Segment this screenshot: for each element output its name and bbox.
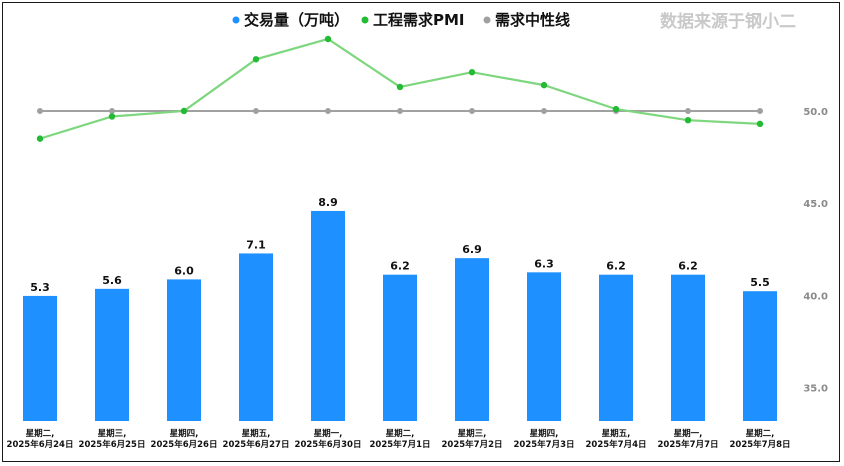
x-tick-date: 2025年7月3日 <box>514 439 575 450</box>
x-tick-date: 2025年7月1日 <box>370 439 431 450</box>
volume-bar <box>599 274 633 421</box>
x-tick-weekday: 星期三, <box>98 428 127 439</box>
volume-bar-label: 6.2 <box>606 260 626 273</box>
x-tick-date: 2025年6月24日 <box>7 439 74 450</box>
volume-bar-label: 6.2 <box>678 260 698 273</box>
x-tick-date: 2025年6月25日 <box>79 439 146 450</box>
x-axis: 星期二,2025年6月24日星期三,2025年6月25日星期四,2025年6月2… <box>7 428 791 450</box>
pmi-point <box>252 56 260 63</box>
x-tick-date: 2025年6月27日 <box>223 439 290 450</box>
neutral-point <box>37 107 43 114</box>
neutral-point <box>253 107 259 114</box>
volume-bar <box>311 210 345 421</box>
neutral-point <box>757 107 763 114</box>
neutral-point <box>397 107 403 114</box>
volume-bar-label: 5.6 <box>102 274 122 287</box>
neutral-point <box>469 107 475 114</box>
legend-label-neutral: 需求中性线 <box>495 11 570 29</box>
legend: 交易量（万吨） 工程需求PMI 需求中性线 <box>232 11 570 29</box>
pmi-line-layer <box>36 35 764 142</box>
volume-bar <box>671 274 705 421</box>
y-tick-label: 50.0 <box>803 107 828 118</box>
pmi-point <box>180 107 188 115</box>
volume-bar <box>95 288 129 421</box>
volume-bar <box>743 291 777 421</box>
volume-bar <box>455 258 489 421</box>
volume-bar <box>527 272 561 421</box>
volume-bar-label: 5.5 <box>750 276 770 289</box>
x-tick-weekday: 星期二, <box>26 428 55 439</box>
pmi-point <box>684 116 692 124</box>
pmi-point <box>540 81 548 89</box>
volume-bar-label: 5.3 <box>30 281 50 294</box>
x-tick-weekday: 星期五, <box>602 428 631 439</box>
neutral-line-layer <box>37 107 763 114</box>
legend-swatch-volume <box>232 16 240 24</box>
right-y-axis: 50.0 45.0 40.0 35.0 <box>803 107 828 395</box>
volume-bar <box>383 274 417 421</box>
pmi-point <box>36 135 44 142</box>
x-tick-date: 2025年7月7日 <box>658 439 719 450</box>
x-tick-date: 2025年6月30日 <box>295 439 362 450</box>
x-tick-weekday: 星期四, <box>170 428 199 439</box>
pmi-point <box>468 69 476 76</box>
x-tick-weekday: 星期三, <box>458 428 487 439</box>
volume-bar <box>167 279 201 421</box>
volume-bar-label: 8.9 <box>318 196 338 209</box>
volume-bar-label: 6.2 <box>390 260 410 273</box>
x-tick-weekday: 星期一, <box>674 428 703 439</box>
legend-swatch-neutral <box>483 16 491 24</box>
x-tick-weekday: 星期一, <box>314 428 343 439</box>
volume-bar-label: 6.0 <box>174 264 194 277</box>
volume-bar <box>23 295 57 421</box>
volume-bar-label: 6.3 <box>534 257 554 270</box>
pmi-point <box>108 113 116 120</box>
source-note: 数据来源于钢小二 <box>660 11 796 32</box>
neutral-point <box>109 107 115 114</box>
x-tick-date: 2025年7月4日 <box>586 439 647 450</box>
bars-layer: 5.3 5.6 6.0 7.1 8.9 6.2 6.9 6.3 6.2 6.2 5.5 <box>23 196 777 421</box>
pmi-point <box>756 120 764 128</box>
x-tick-date: 2025年7月8日 <box>730 439 791 450</box>
x-tick-date: 2025年6月26日 <box>151 439 218 450</box>
volume-bar <box>239 253 273 421</box>
pmi-point <box>396 83 404 91</box>
neutral-point <box>685 107 691 114</box>
x-tick-weekday: 星期二, <box>746 428 775 439</box>
x-tick-date: 2025年7月2日 <box>442 439 503 450</box>
pmi-point <box>324 35 332 43</box>
volume-bar-label: 6.9 <box>462 243 482 256</box>
neutral-point <box>541 107 547 114</box>
legend-label-volume: 交易量（万吨） <box>244 11 349 29</box>
y-tick-label: 40.0 <box>803 291 828 302</box>
x-tick-weekday: 星期二, <box>386 428 415 439</box>
neutral-point <box>325 107 331 114</box>
pmi-point <box>612 105 620 113</box>
legend-swatch-pmi <box>361 16 369 24</box>
volume-bar-label: 7.1 <box>246 238 266 251</box>
x-tick-weekday: 星期五, <box>242 428 271 439</box>
x-tick-weekday: 星期四, <box>530 428 559 439</box>
y-tick-label: 45.0 <box>803 199 828 210</box>
y-tick-label: 35.0 <box>803 384 828 395</box>
legend-label-pmi: 工程需求PMI <box>373 11 465 29</box>
